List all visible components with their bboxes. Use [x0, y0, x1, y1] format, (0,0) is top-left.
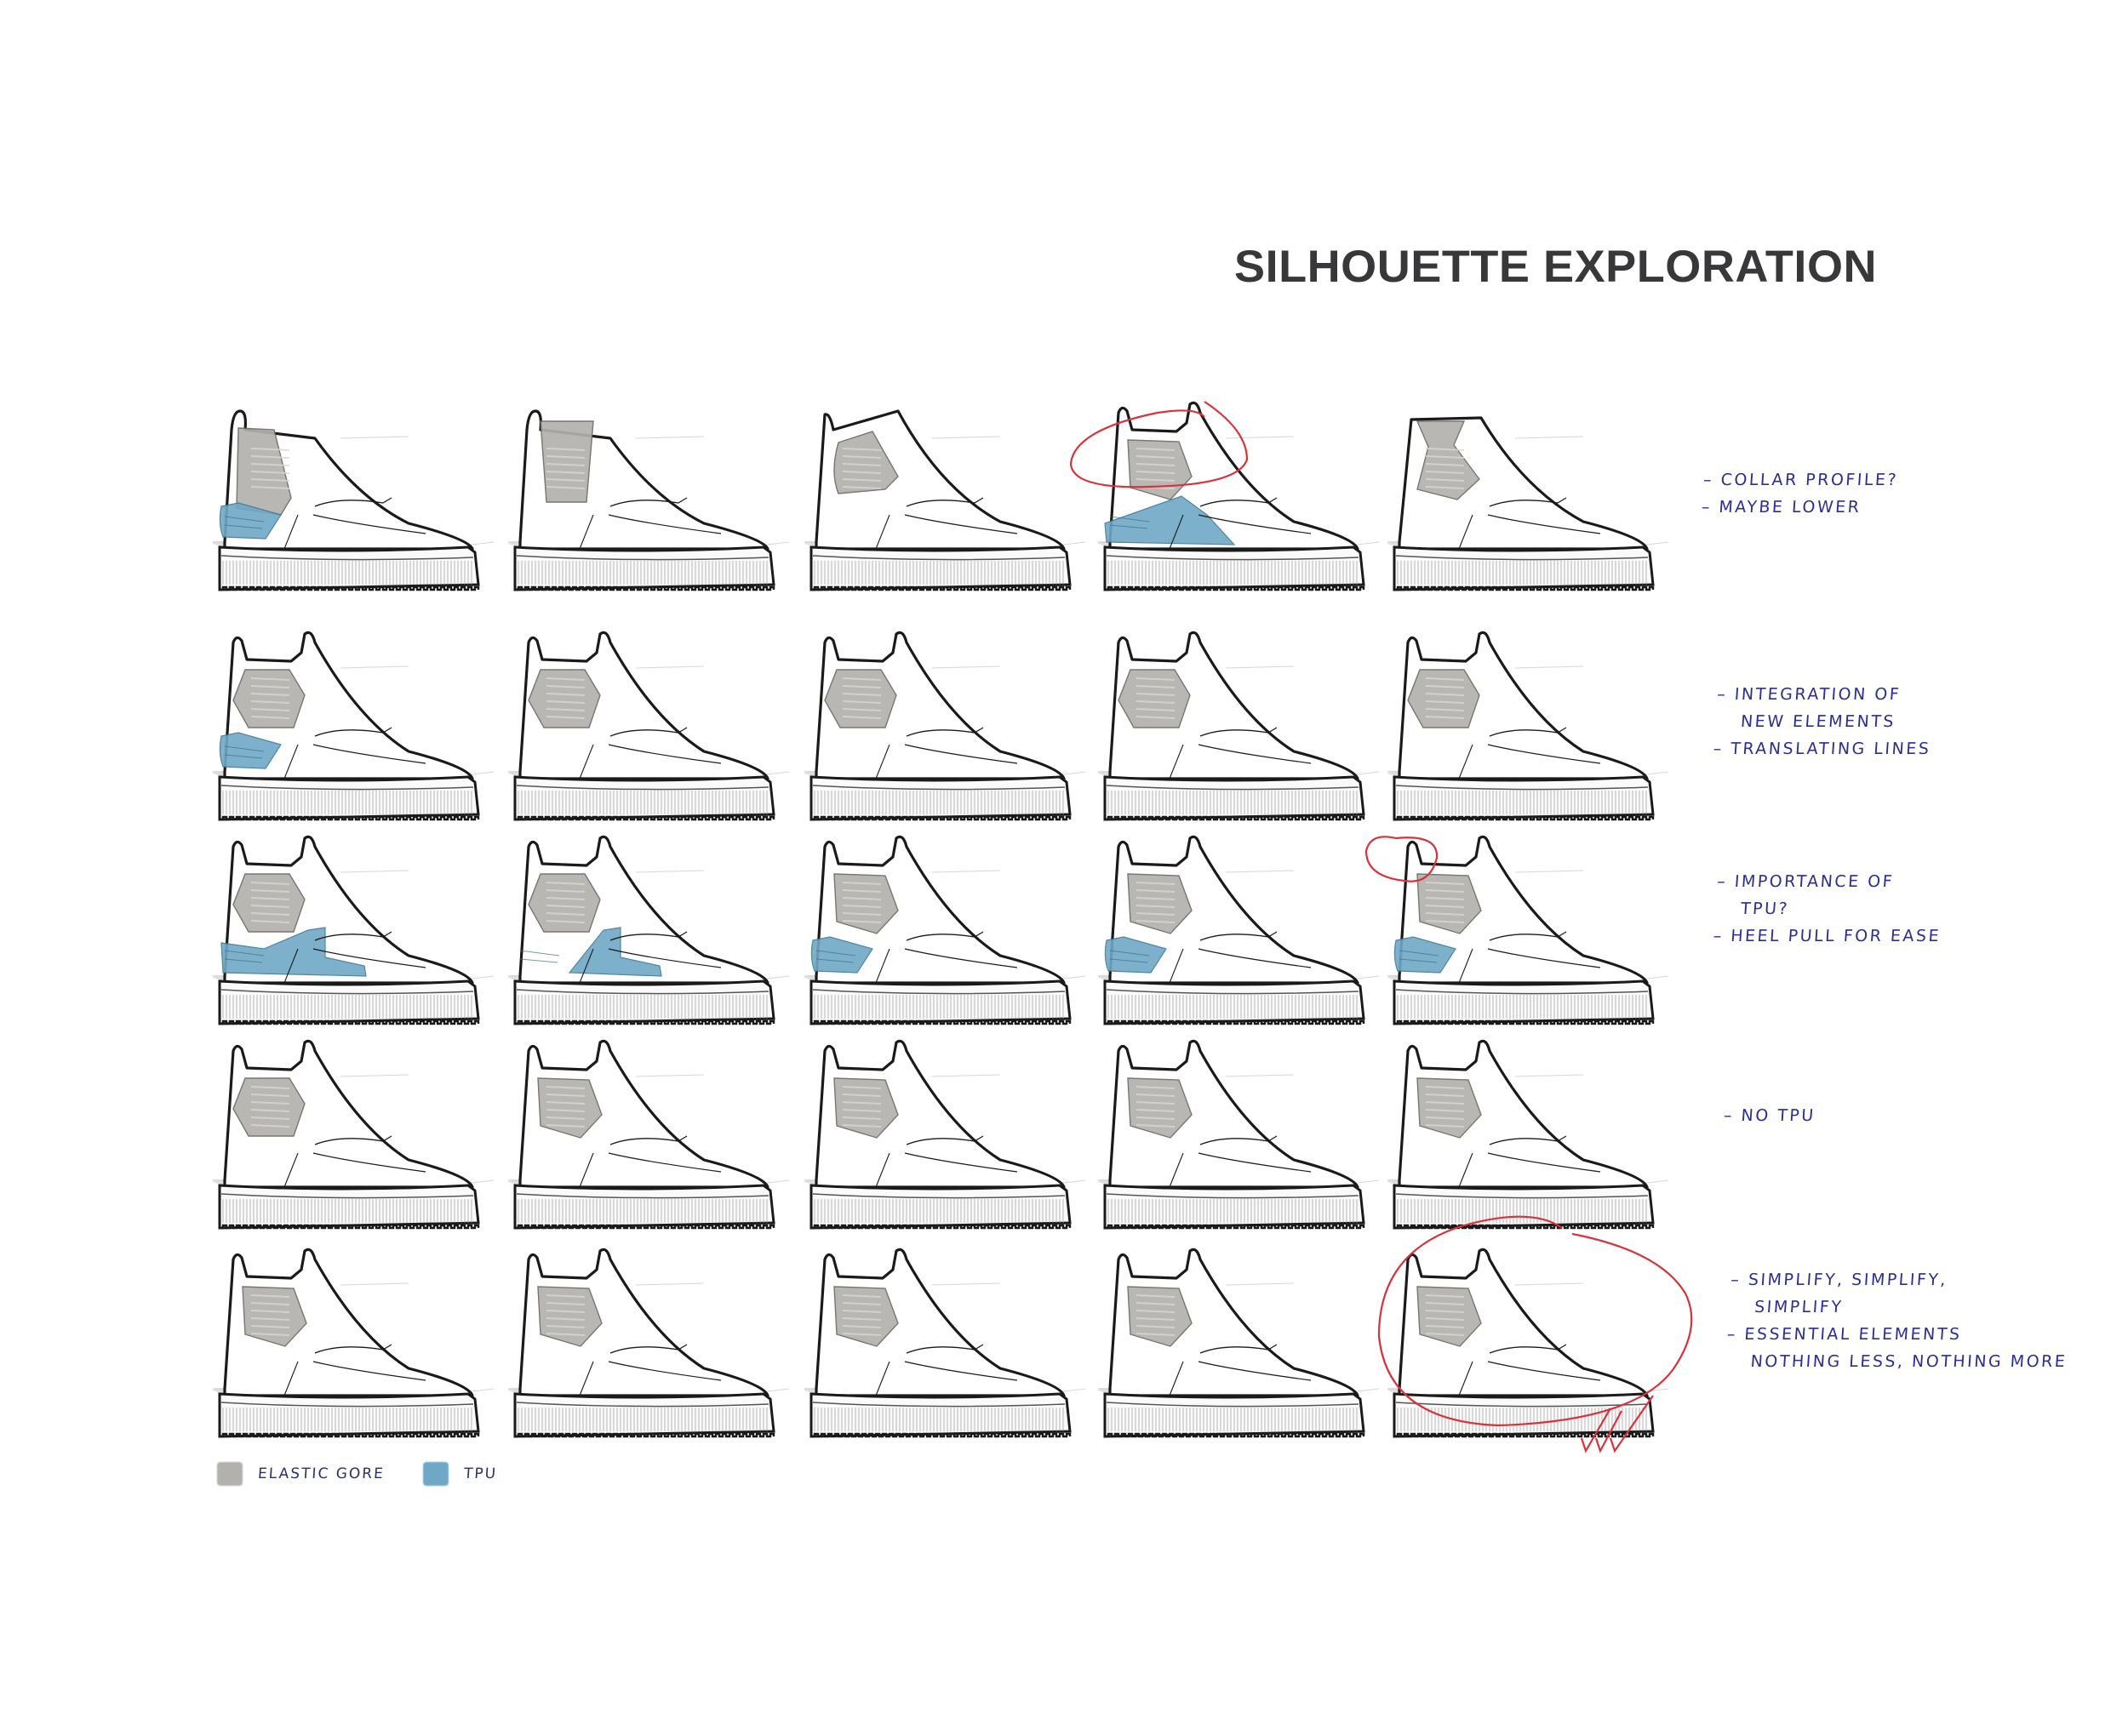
- note-line: – NO TPU: [1723, 1106, 1816, 1125]
- shoe-sketch-r4-c2: [508, 1039, 789, 1230]
- shoe-sketch-r2-c5: [1387, 631, 1668, 821]
- note-line: – COLLAR PROFILE?: [1702, 471, 1899, 489]
- page-title: SILHOUETTE EXPLORATION: [1234, 242, 1878, 292]
- shoe-sketch-r2-c1: [213, 631, 494, 821]
- shoe-sketch-r5-c3: [804, 1248, 1085, 1438]
- shoe-sketch-r1-c3: [804, 409, 1085, 591]
- row-2-note: – INTEGRATION OF NEW ELEMENTS – TRANSLATIN…: [1713, 681, 1936, 762]
- shoe-sketch-r3-c5: [1387, 835, 1668, 1025]
- shoe-sketch-r1-c1: [213, 409, 494, 591]
- row-1-note: – COLLAR PROFILE? – MAYBE LOWER: [1701, 466, 1899, 521]
- tpu-swatch: [423, 1462, 449, 1486]
- shoe-sketch-r1-c5: [1387, 416, 1668, 591]
- row-4-note: – NO TPU: [1723, 1102, 1816, 1129]
- shoe-sketch-r5-c1: [213, 1248, 494, 1438]
- shoe-sketch-r5-c4: [1098, 1248, 1379, 1438]
- shoe-sketch-r1-c2: [508, 409, 789, 591]
- note-line: TPU?: [1740, 899, 1790, 918]
- shoe-sketch-r3-c2: [508, 835, 789, 1025]
- row-3-note: – IMPORTANCE OF TPU? – HEEL PULL FOR EASE: [1713, 868, 1946, 950]
- elastic-gore-swatch: [217, 1462, 243, 1486]
- note-line: – INTEGRATION OF: [1716, 685, 1902, 704]
- shoe-sketch-r3-c3: [804, 835, 1085, 1025]
- shoe-sketch-r4-c4: [1098, 1039, 1379, 1230]
- shoe-sketch-r5-c5: [1387, 1248, 1668, 1438]
- shoe-sketch-r4-c1: [213, 1039, 494, 1230]
- legend-item-elastic-gore: ELASTIC GORE: [217, 1462, 386, 1486]
- row-5-note: – SIMPLIFY, SIMPLIFY, SIMPLIFY – ESSENTIAL…: [1725, 1266, 2074, 1375]
- note-line: NOTHING LESS, NOTHING MORE: [1749, 1352, 2068, 1371]
- note-line: NEW ELEMENTS: [1740, 712, 1896, 731]
- shoe-sketch-r4-c5: [1387, 1039, 1668, 1230]
- legend-item-tpu: TPU: [423, 1462, 498, 1486]
- note-line: – MAYBE LOWER: [1701, 498, 1862, 517]
- note-line: – TRANSLATING LINES: [1712, 740, 1932, 758]
- legend-label: TPU: [463, 1465, 498, 1482]
- shoe-sketch-r4-c3: [804, 1039, 1085, 1230]
- shoe-sketch-r3-c1: [213, 835, 494, 1025]
- shoe-sketch-r1-c4: [1098, 401, 1379, 591]
- note-line: – SIMPLIFY, SIMPLIFY,: [1730, 1271, 1948, 1289]
- shoe-sketch-r2-c4: [1098, 631, 1379, 821]
- note-line: – IMPORTANCE OF: [1716, 872, 1895, 891]
- shoe-sketch-r2-c2: [508, 631, 789, 821]
- shoe-sketch-r3-c4: [1098, 835, 1379, 1025]
- note-line: SIMPLIFY: [1753, 1298, 1845, 1316]
- legend-label: ELASTIC GORE: [257, 1465, 386, 1482]
- shoe-sketch-r5-c2: [508, 1248, 789, 1438]
- note-line: – HEEL PULL FOR EASE: [1712, 927, 1942, 945]
- note-line: – ESSENTIAL ELEMENTS: [1726, 1325, 1963, 1344]
- shoe-sketch-r2-c3: [804, 631, 1085, 821]
